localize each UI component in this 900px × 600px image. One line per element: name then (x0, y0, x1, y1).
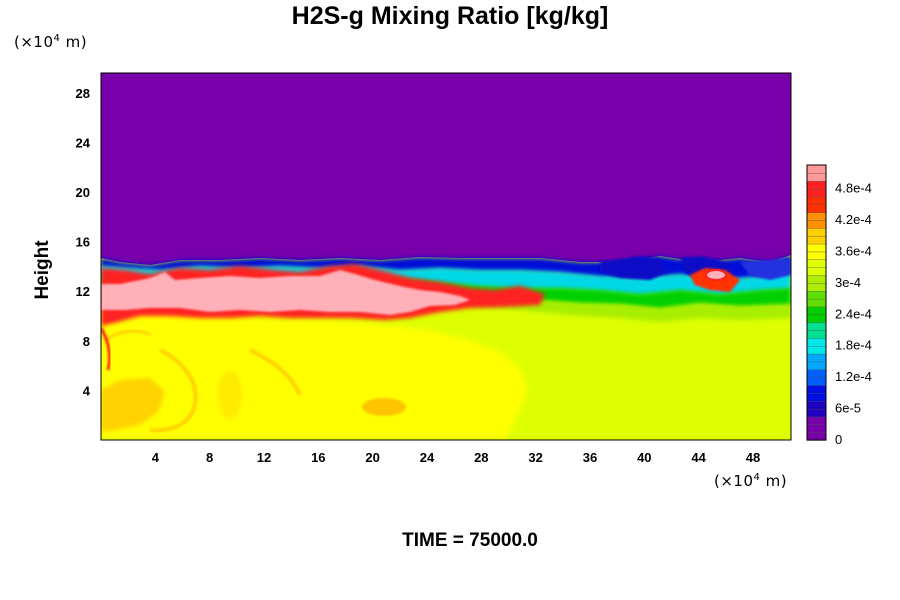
field-orange-swirl-5 (249, 348, 302, 396)
colorbar-segment (806, 282, 827, 292)
field-orange-swirl-3 (218, 371, 242, 419)
field-orange-swirl-2 (362, 398, 406, 416)
y-tick-label: 16 (76, 235, 90, 250)
x-tick-label: 20 (365, 450, 379, 465)
x-tick-label: 32 (528, 450, 542, 465)
field-blue-patch-1 (600, 256, 668, 280)
colorbar-segment (806, 227, 827, 237)
field-upper-layer (101, 73, 791, 265)
colorbar: 0 6e-5 1.2e-4 1.8e-4 2.4e-4 3e-4 3.6e-4 4.2e-4 4… (806, 164, 872, 447)
x-tick-label: 16 (311, 450, 325, 465)
x-tick-label: 4 (152, 450, 160, 465)
x-tick-label: 36 (583, 450, 597, 465)
time-label: TIME = 75000.0 (402, 530, 538, 551)
y-tick-label: 12 (76, 284, 90, 299)
x-tick-label: 48 (746, 450, 760, 465)
x-axis-unit: (×104 m) (714, 472, 788, 490)
colorbar-segment (806, 259, 827, 268)
colorbar-segment (806, 172, 827, 182)
field-orange-swirl-1 (101, 378, 165, 432)
x-axis-ticks: 4 8 12 16 20 24 28 32 36 40 44 48 (152, 450, 760, 465)
colorbar-segment (806, 345, 827, 355)
colorbar-segment (806, 306, 827, 315)
colorbar-tick-label: 1.8e-4 (835, 338, 872, 353)
colorbar-segment (806, 266, 827, 276)
colorbar-segment (806, 384, 827, 394)
colorbar-tick-label: 4.2e-4 (835, 212, 872, 227)
colorbar-segment (806, 274, 827, 284)
y-axis-ticks: 4 8 12 16 20 24 28 (76, 86, 91, 399)
colorbar-segment (806, 204, 827, 213)
colorbar-segment (806, 219, 827, 229)
y-tick-label: 4 (83, 383, 91, 398)
colorbar-segment (806, 196, 827, 205)
colorbar-tick-label: 3.6e-4 (835, 243, 872, 258)
x-tick-label: 12 (257, 450, 271, 465)
field-red-streak (101, 327, 112, 371)
x-tick-label: 8 (206, 450, 213, 465)
colorbar-segment (806, 376, 827, 386)
y-tick-label: 28 (76, 86, 90, 101)
field-orange-swirl-6 (104, 329, 151, 342)
colorbar-segment (806, 431, 827, 441)
x-tick-label: 24 (420, 450, 435, 465)
colorbar-segment (806, 361, 827, 370)
colorbar-frame (806, 164, 827, 441)
colorbar-segment (806, 329, 827, 339)
plot-frame (100, 72, 792, 441)
colorbar-segment (806, 424, 827, 433)
colorbar-segment (806, 416, 827, 425)
y-axis-unit: (×104 m) (14, 33, 88, 51)
x-tick-label: 44 (691, 450, 706, 465)
colorbar-segment (806, 251, 827, 260)
colorbar-segment (806, 243, 827, 253)
colorbar-segment (806, 400, 827, 410)
colorbar-tick-label: 1.2e-4 (835, 369, 872, 384)
colorbar-tick-label: 0 (835, 432, 842, 447)
colorbar-segment (806, 408, 827, 418)
colorbar-tick-label: 6e-5 (835, 401, 861, 416)
colorbar-segment (806, 290, 827, 300)
colorbar-segment (806, 188, 827, 198)
field-yellow-region (101, 305, 528, 440)
colorbar-segment (806, 337, 827, 347)
field-blue-patch-3 (740, 258, 791, 280)
colorbar-segment (806, 369, 827, 378)
colorbar-segment (806, 235, 827, 245)
x-tick-label: 40 (637, 450, 651, 465)
field-band-pink (101, 270, 470, 315)
field-pink-spot (705, 269, 727, 281)
colorbar-segment (806, 353, 827, 363)
field-orange-swirl-4 (149, 348, 198, 433)
x-tick-label: 28 (474, 450, 488, 465)
colorbar-tick-label: 4.8e-4 (835, 181, 872, 196)
chart-title: H2S-g Mixing Ratio [kg/kg] (291, 2, 609, 30)
colorbar-segment (806, 211, 827, 221)
y-tick-label: 8 (83, 334, 90, 349)
colorbar-segment (806, 392, 827, 402)
heatmap-field (101, 73, 791, 440)
colorbar-segment (806, 298, 827, 308)
y-tick-label: 20 (76, 185, 90, 200)
colorbar-tick-label: 3e-4 (835, 275, 861, 290)
colorbar-segment (806, 321, 827, 331)
colorbar-segment (806, 164, 827, 174)
colorbar-tick-label: 2.4e-4 (835, 306, 872, 321)
colorbar-segment (806, 314, 827, 323)
y-tick-label: 24 (76, 135, 91, 150)
colorbar-segment (806, 180, 827, 190)
